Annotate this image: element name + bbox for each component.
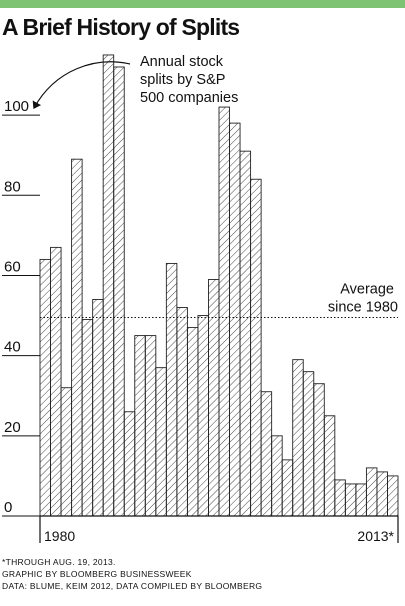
footnote-graphic: GRAPHIC BY BLOOMBERG BUSINESSWEEK (2, 569, 192, 579)
annotation-arrow (32, 61, 131, 110)
bar-2013* (387, 475, 399, 517)
bar-1981 (50, 246, 62, 517)
bar-2005 (302, 371, 315, 517)
bar-1998 (229, 122, 241, 517)
annotation-line-1: Annual stock (140, 54, 224, 70)
y-tick-label-0: 0 (4, 499, 12, 516)
y-tick-label-80: 80 (4, 178, 21, 195)
footnote-through: *THROUGH AUG. 19, 2013. (2, 557, 116, 567)
bar-2002 (271, 435, 283, 517)
y-tick-label-60: 60 (4, 258, 21, 275)
bar-1993 (176, 307, 188, 517)
bar-1980 (39, 258, 51, 517)
bar-2001 (260, 391, 273, 517)
bar-2003 (281, 459, 294, 517)
bar-2006 (313, 383, 325, 517)
bar-2010 (355, 483, 367, 517)
bars-group (39, 54, 399, 517)
y-tick-label-40: 40 (4, 339, 21, 356)
annotation-line-3: 500 companies (140, 90, 238, 106)
annotation-text: Annual stock splits by S&P 500 companies (140, 54, 238, 106)
bar-1988 (123, 411, 136, 517)
bar-1985 (92, 299, 104, 517)
average-label: Average since 1980 (328, 282, 398, 316)
footnotes: *THROUGH AUG. 19, 2013. GRAPHIC BY BLOOM… (2, 556, 262, 592)
bar-1989 (134, 335, 146, 517)
bar-2011 (365, 467, 378, 517)
bar-1986 (102, 54, 115, 517)
bar-1982 (60, 387, 73, 517)
y-tick-label-100: 100 (4, 98, 29, 115)
bar-1987 (113, 66, 125, 517)
bar-2009 (344, 483, 357, 517)
y-tick-label-20: 20 (4, 419, 21, 436)
average-label-background (324, 280, 400, 317)
bar-2000 (250, 178, 262, 517)
bar-1991 (155, 367, 167, 517)
bar-1994 (186, 327, 199, 517)
bar-2007 (323, 415, 336, 517)
bar-1983 (71, 158, 83, 517)
bar-1990 (144, 335, 157, 517)
x-tick-label-last: 2013* (357, 528, 394, 544)
bar-1984 (81, 319, 94, 517)
accent-bar (0, 0, 405, 8)
average-label-line-2: since 1980 (328, 300, 398, 316)
x-tick-label-first: 1980 (44, 528, 75, 544)
bar-2008 (334, 479, 346, 517)
annotation-line-2: splits by S&P (140, 72, 225, 88)
bar-2012 (376, 471, 388, 517)
bar-1995 (197, 315, 209, 517)
bar-1992 (165, 262, 178, 517)
bar-2004 (292, 359, 304, 517)
average-label-line-1: Average (340, 282, 394, 298)
bar-chart: 0 20 40 60 80 100 1980 2013* Average since 19… (2, 54, 400, 544)
y-axis-ticks: 0 20 40 60 80 100 (2, 98, 40, 517)
bar-1997 (218, 106, 230, 517)
chart-title: A Brief History of Splits (2, 14, 240, 40)
footnote-data: DATA: BLUME, KEIM 2012, DATA COMPILED BY… (2, 581, 263, 591)
bar-1996 (208, 279, 220, 517)
bar-1999 (239, 150, 252, 517)
